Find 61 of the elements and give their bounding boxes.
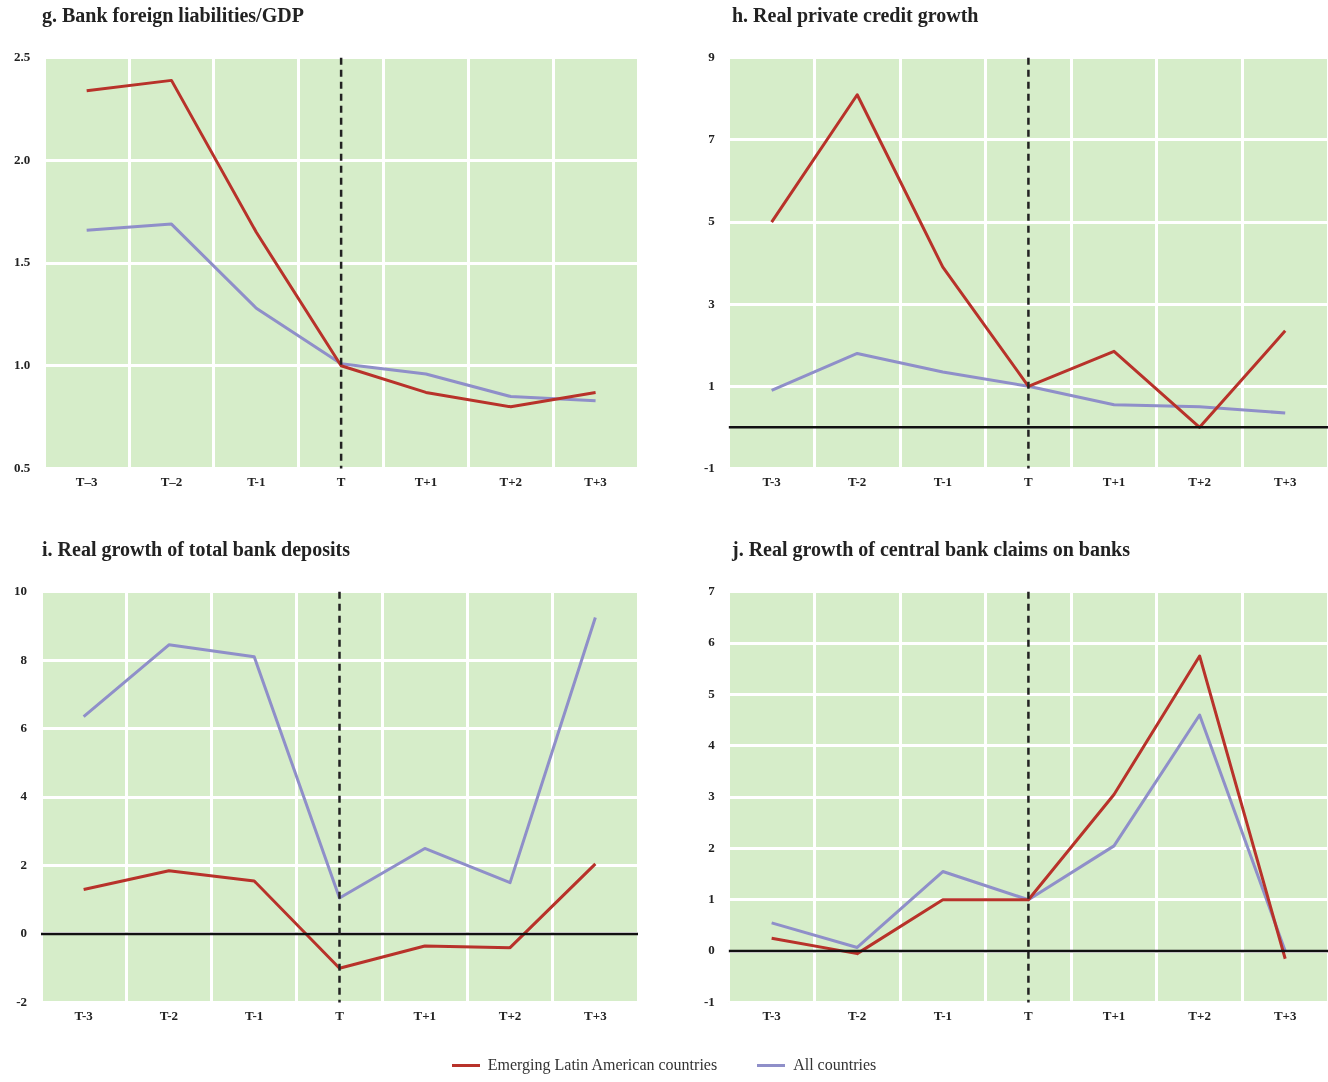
x-tick-label: T+3 (584, 473, 608, 489)
y-tick-label: 0 (20, 925, 27, 941)
x-tick-label: T (1024, 1007, 1034, 1023)
y-tick-label: 9 (708, 49, 716, 65)
y-tick-label: 3 (708, 788, 716, 804)
x-tick-label: T-3 (762, 473, 782, 489)
chart-title: j. Real growth of central bank claims on banks (732, 538, 1130, 561)
x-tick-label: T+1 (413, 1007, 437, 1023)
y-tick-label: -1 (703, 459, 715, 475)
x-tick-label: T+2 (498, 1007, 522, 1023)
y-tick-label: 2.0 (14, 151, 31, 167)
y-tick-label: 10 (14, 583, 27, 599)
y-tick-label: 4 (20, 788, 28, 804)
y-tick-label: 5 (708, 685, 716, 701)
y-tick-label: 5 (708, 213, 716, 229)
x-tick-label: T+1 (414, 473, 438, 489)
y-tick-label: 6 (708, 634, 716, 650)
y-tick-label: -1 (703, 993, 715, 1009)
chart-title: i. Real growth of total bank deposits (42, 538, 350, 561)
x-tick-label: T-2 (848, 473, 867, 489)
y-tick-label: 0.5 (14, 459, 31, 475)
x-tick-label: T+3 (1273, 473, 1297, 489)
x-tick-label: T-1 (933, 473, 952, 489)
y-tick-label: 1 (708, 891, 715, 907)
y-tick-label: 7 (708, 131, 716, 147)
x-tick-label: T (1024, 473, 1034, 489)
x-tick-label: T-1 (933, 1007, 952, 1023)
x-tick-label: T+1 (1102, 1007, 1126, 1023)
y-tick-label: 7 (708, 583, 716, 599)
y-tick-label: -2 (16, 993, 27, 1009)
chart-title: g. Bank foreign liabilities/GDP (42, 4, 304, 27)
x-tick-label: T-3 (74, 1007, 94, 1023)
x-tick-label: T+2 (1188, 473, 1211, 489)
x-tick-label: T (336, 473, 346, 489)
y-tick-label: 6 (20, 720, 28, 736)
x-tick-label: T–2 (160, 473, 183, 489)
y-tick-label: 2 (708, 839, 715, 855)
y-tick-label: 2 (20, 856, 27, 872)
x-tick-label: T-2 (848, 1007, 867, 1023)
x-tick-label: T-1 (245, 1007, 264, 1023)
legend-label: Emerging Latin American countries (487, 1056, 718, 1074)
chart-title: h. Real private credit growth (732, 4, 979, 27)
x-tick-label: T+3 (584, 1007, 608, 1023)
y-tick-label: 1.0 (14, 357, 31, 373)
x-tick-label: T-3 (762, 1007, 782, 1023)
y-tick-label: 4 (708, 737, 716, 753)
y-tick-label: 1.5 (14, 254, 31, 270)
legend-label: All countries (793, 1056, 877, 1074)
x-tick-label: T+1 (1102, 473, 1126, 489)
y-tick-label: 8 (20, 651, 28, 667)
y-tick-label: 1 (708, 377, 715, 393)
y-tick-label: 2.5 (14, 49, 31, 65)
y-tick-label: 0 (708, 942, 715, 958)
x-tick-label: T+2 (499, 473, 523, 489)
x-tick-label: T-1 (247, 473, 266, 489)
x-tick-label: T-2 (159, 1007, 179, 1023)
x-tick-label: T+2 (1188, 1007, 1211, 1023)
y-tick-label: 3 (708, 295, 716, 311)
x-tick-label: T+3 (1273, 1007, 1297, 1023)
x-tick-label: T–3 (75, 473, 98, 489)
x-tick-label: T (335, 1007, 345, 1023)
